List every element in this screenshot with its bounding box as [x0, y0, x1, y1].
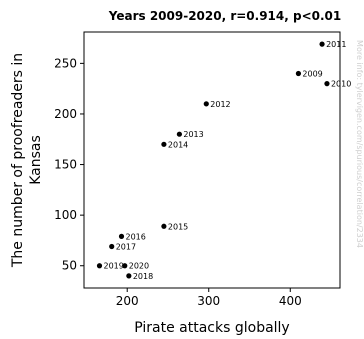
data-point-2019 — [96, 263, 103, 269]
data-point-2009 — [295, 70, 302, 77]
data-point-label: 2018 — [133, 272, 153, 281]
data-point-2010 — [324, 81, 330, 87]
chart-title: Years 2009-2020, r=0.914, p<0.01 — [108, 9, 342, 23]
data-point-label: 2017 — [116, 243, 136, 252]
y-tick-label: 100 — [54, 208, 77, 222]
data-point-2012 — [203, 101, 209, 107]
watermark: More info: tylervigen.com/spurious/corre… — [355, 40, 364, 248]
data-point-label: 2016 — [126, 232, 146, 241]
x-tick-label: 200 — [116, 294, 139, 308]
data-point-2017 — [109, 243, 115, 250]
data-point-label: 2010 — [331, 80, 351, 89]
data-point-2011 — [319, 41, 325, 47]
data-point-label: 2009 — [302, 69, 322, 78]
plot-area-frame — [83, 31, 341, 289]
y-axis: 50 100 150 200 250 — [54, 56, 84, 273]
data-point-2020 — [122, 263, 128, 269]
x-axis-label: Pirate attacks globally — [134, 320, 289, 336]
y-axis-label-line-2: Kansas — [28, 135, 44, 185]
data-point-label: 2011 — [326, 40, 346, 49]
data-point-label: 2020 — [129, 262, 149, 271]
y-axis-label-line-1: The number of proofreaders in — [10, 53, 26, 268]
data-point-2014 — [161, 141, 167, 147]
data-point-2013 — [176, 131, 182, 137]
data-point-label: 2019 — [103, 262, 123, 271]
data-point-2016 — [118, 233, 125, 239]
y-tick-label: 50 — [62, 259, 77, 273]
data-point-label: 2012 — [210, 100, 230, 109]
data-point-2018 — [126, 273, 132, 279]
y-tick-label: 200 — [54, 107, 77, 121]
x-tick-label: 400 — [279, 294, 302, 308]
data-point-2015 — [161, 223, 167, 229]
x-tick-label: 300 — [197, 294, 220, 308]
data-point-label: 2015 — [168, 222, 188, 231]
data-point-label: 2014 — [168, 140, 188, 149]
y-tick-label: 250 — [54, 56, 77, 70]
x-axis: 200 300 400 — [116, 288, 302, 308]
data-point-label: 2013 — [183, 130, 203, 139]
y-tick-label: 150 — [54, 158, 77, 172]
